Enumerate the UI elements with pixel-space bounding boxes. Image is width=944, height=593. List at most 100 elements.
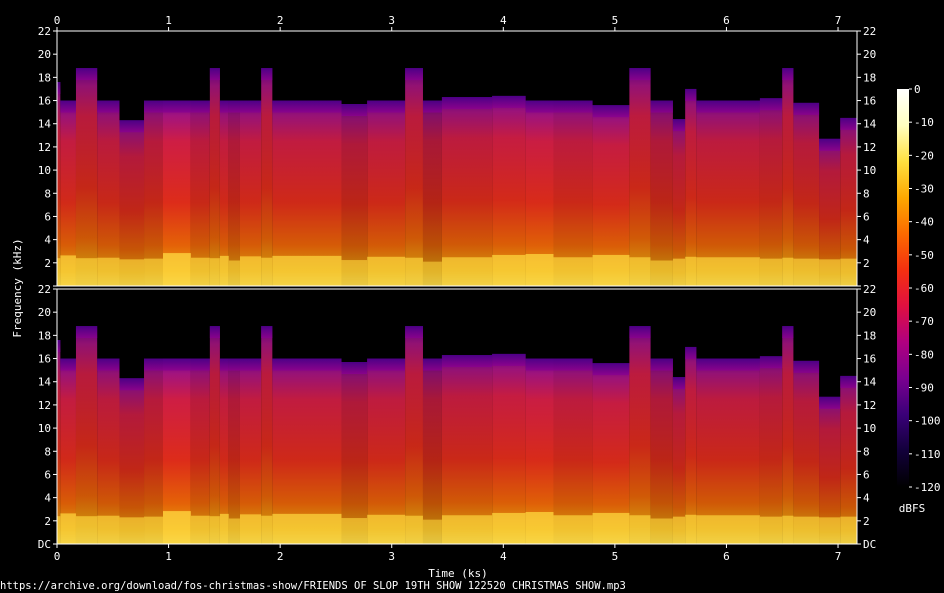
cutoff-edge	[341, 104, 368, 117]
cutoff-edge	[782, 326, 794, 339]
cutoff-edge	[75, 326, 98, 339]
spectrum-segment	[144, 100, 163, 286]
y-tick-label: 12	[863, 399, 876, 412]
low-frequency-band	[190, 515, 210, 544]
cutoff-edge	[209, 326, 220, 339]
spectrum-segment	[492, 95, 526, 286]
cutoff-edge	[144, 358, 163, 371]
cutoff-edge	[492, 353, 526, 366]
cutoff-edge	[629, 326, 651, 339]
low-frequency-band	[162, 511, 191, 544]
x-tick-label: 4	[500, 14, 507, 27]
spectrum-segment	[793, 102, 820, 286]
low-frequency-band	[525, 512, 554, 544]
y-tick-label: 10	[863, 164, 876, 177]
low-frequency-band	[272, 255, 342, 286]
spectrum-segment	[553, 100, 593, 286]
cutoff-edge	[97, 100, 120, 113]
cutoff-edge	[782, 68, 794, 81]
colorbar-tick-label: -10	[914, 116, 934, 129]
colorbar-label: dBFS	[899, 502, 926, 515]
cutoff-edge	[819, 138, 841, 151]
y-tick-label: DC	[38, 538, 51, 551]
low-frequency-band	[696, 515, 760, 544]
y-tick-label: 12	[38, 141, 51, 154]
x-tick-label: 2	[277, 550, 284, 563]
colorbar-tick-label: -60	[914, 282, 934, 295]
colorbar-tick-label: -120	[914, 481, 941, 494]
cutoff-edge	[840, 375, 857, 388]
spectrum-segment	[75, 68, 98, 286]
spectrum-segment	[190, 358, 210, 544]
x-tick-label: 7	[835, 14, 842, 27]
cutoff-edge	[672, 119, 686, 132]
low-frequency-band	[97, 257, 120, 286]
low-frequency-band	[782, 257, 794, 286]
y-tick-label: 22	[863, 25, 876, 38]
cutoff-edge	[162, 100, 191, 113]
low-frequency-band	[759, 516, 783, 544]
low-frequency-band	[162, 253, 191, 286]
cutoff-edge	[819, 396, 841, 409]
spectrum-segment	[650, 358, 673, 544]
low-frequency-band	[228, 518, 240, 544]
cutoff-edge	[672, 377, 686, 390]
low-frequency-band	[57, 258, 61, 286]
cutoff-edge	[553, 358, 593, 371]
spectrum-segment	[685, 346, 697, 544]
low-frequency-band	[629, 257, 651, 286]
y-tick-label: 18	[863, 71, 876, 84]
cutoff-edge	[367, 100, 406, 113]
cutoff-edge	[696, 358, 760, 371]
low-frequency-band	[492, 254, 526, 286]
cutoff-edge	[685, 346, 697, 359]
low-frequency-band	[97, 515, 120, 544]
cutoff-edge	[209, 68, 220, 81]
spectrum-segment	[405, 326, 423, 544]
cutoff-edge	[650, 358, 673, 371]
cutoff-edge	[228, 358, 240, 371]
x-tick-label: 1	[165, 550, 172, 563]
spectrum-segment	[672, 119, 686, 286]
low-frequency-band	[341, 260, 368, 286]
y-tick-label: 18	[38, 71, 51, 84]
x-tick-label: 3	[388, 14, 395, 27]
cutoff-edge	[228, 100, 240, 113]
low-frequency-band	[629, 515, 651, 544]
low-frequency-band	[60, 255, 76, 286]
cutoff-edge	[685, 88, 697, 101]
spectrum-segment	[57, 82, 61, 286]
cutoff-edge	[219, 100, 229, 113]
cutoff-edge	[190, 358, 210, 371]
colorbar-gradient	[897, 89, 909, 487]
spectrum-segment	[840, 375, 857, 544]
low-frequency-band	[422, 261, 442, 286]
spectrogram-panels	[56, 30, 858, 545]
y-tick-label: 16	[863, 353, 876, 366]
spectrum-segment	[405, 68, 423, 286]
x-tick-label: 7	[835, 550, 842, 563]
cutoff-edge	[592, 105, 630, 118]
low-frequency-band	[422, 519, 442, 544]
y-tick-label: 10	[38, 164, 51, 177]
colorbar-tick-label: -110	[914, 448, 941, 461]
spectrum-segment	[119, 120, 145, 286]
cutoff-edge	[97, 358, 120, 371]
y-tick-label: 20	[863, 48, 876, 61]
low-frequency-band	[57, 516, 61, 544]
cutoff-edge	[793, 360, 820, 373]
channel-panel-1	[56, 30, 858, 287]
y-tick-label: 14	[863, 118, 877, 131]
low-frequency-band	[144, 516, 163, 544]
cutoff-edge	[272, 100, 342, 113]
cutoff-edge	[422, 100, 442, 113]
y-tick-label: 8	[44, 187, 51, 200]
spectrum-segment	[239, 100, 262, 286]
y-tick-label: 22	[38, 25, 51, 38]
low-frequency-band	[261, 257, 273, 286]
spectrum-segment	[685, 88, 697, 286]
y-tick-label: 2	[863, 515, 870, 528]
spectrum-segment	[441, 355, 493, 544]
low-frequency-band	[219, 255, 229, 286]
